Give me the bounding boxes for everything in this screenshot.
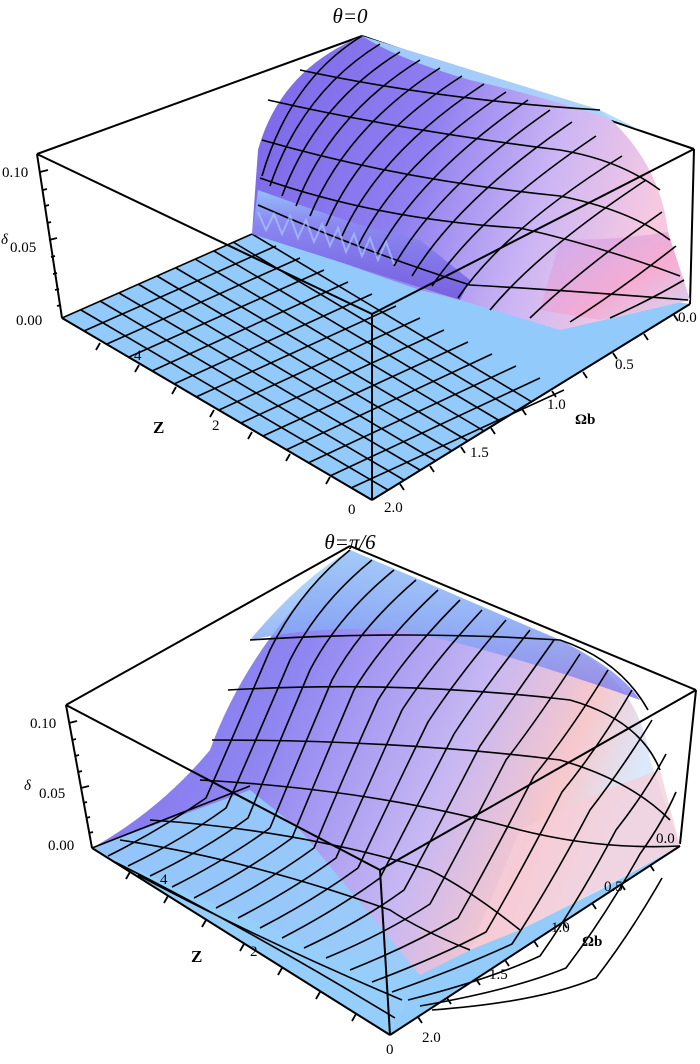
- z-tick-label: 0.00: [48, 838, 75, 854]
- surface-grid: [91, 549, 681, 1036]
- plateau-grid: [257, 35, 689, 323]
- x-tick-label: 4: [160, 872, 168, 888]
- plot-theta-0: θ=0: [0, 0, 700, 530]
- plot-theta-pi-over-6: θ=π/6: [0, 530, 700, 1064]
- x-axis-ticks: [95, 342, 331, 485]
- y-tick-label: 1.5: [489, 967, 508, 983]
- bounding-box-front: [36, 148, 695, 501]
- x-axis-title: Z: [191, 947, 203, 966]
- x-tick-label: 0: [386, 1042, 394, 1058]
- step-edge: [257, 211, 395, 265]
- bounding-box-back: [65, 545, 697, 845]
- surface-plot-canvas: [65, 545, 697, 1036]
- y-tick-label: 0.5: [615, 357, 634, 373]
- z-tick-label: 0.05: [39, 786, 66, 802]
- y-axis-ticks: [399, 314, 679, 491]
- y-tick-label: 0.5: [604, 879, 623, 895]
- z-axis-ticks: [68, 720, 94, 834]
- bounding-box-front: [65, 689, 697, 1036]
- y-tick-label: 1.5: [470, 445, 489, 461]
- x-axis-title: Z: [153, 418, 165, 437]
- z-axis-title: δ: [1, 232, 8, 248]
- surface-top: [250, 550, 640, 700]
- plot-title: θ=0: [332, 4, 368, 28]
- y-axis-title: Ωb: [582, 934, 603, 950]
- surface-foot: [92, 790, 420, 1035]
- y-tick-label: 0.0: [678, 310, 697, 326]
- z-tick-label: 0.10: [2, 165, 29, 181]
- y-tick-label: 2.0: [422, 1030, 441, 1046]
- z-axis-ticks: [39, 169, 62, 307]
- z-tick-label: 0.05: [10, 240, 37, 256]
- y-tick-label: 0.0: [656, 831, 675, 847]
- y-tick-label: 1.0: [547, 397, 566, 413]
- x-tick-label: 0: [348, 502, 356, 518]
- z-axis-title: δ: [24, 778, 31, 794]
- z-tick-label: 0.00: [16, 313, 43, 329]
- x-tick-label: 2: [212, 418, 220, 434]
- x-axis-ticks: [125, 871, 357, 1022]
- y-tick-label: 1.0: [551, 920, 570, 936]
- y-axis-ticks: [417, 864, 655, 1024]
- floor-grid: [61, 233, 691, 501]
- x-tick-label: 2: [250, 944, 258, 960]
- y-tick-label: 2.0: [384, 500, 403, 516]
- surface-plot-canvas: [36, 35, 695, 501]
- y-axis-title: Ωb: [575, 412, 596, 428]
- z-tick-label: 0.10: [30, 716, 57, 732]
- x-tick-label: 4: [134, 348, 142, 364]
